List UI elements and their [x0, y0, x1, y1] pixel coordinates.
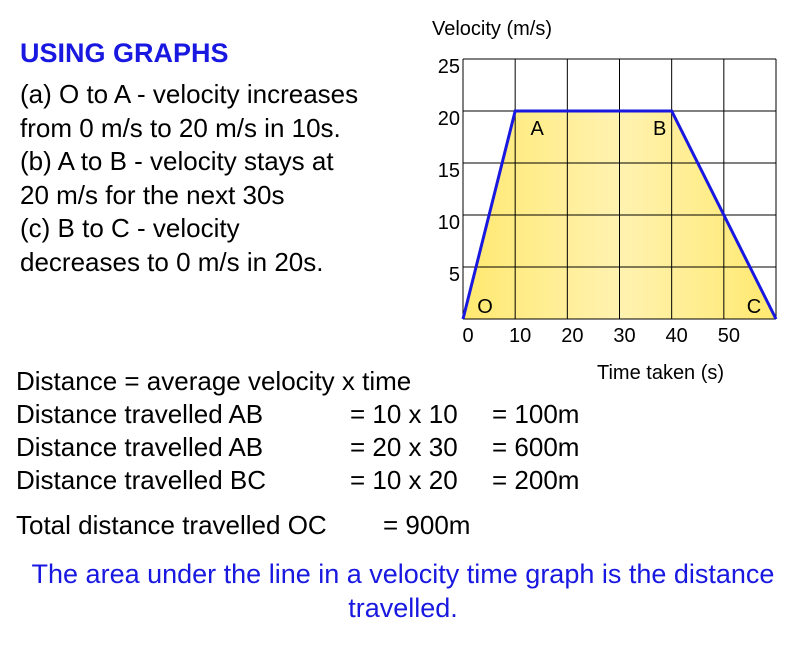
y-tick-label: 15 — [438, 160, 460, 182]
calc-expression: = 10 x 20 — [350, 465, 458, 495]
calc-label: Distance travelled AB — [16, 432, 264, 462]
x-tick-label: 30 — [613, 325, 635, 347]
velocity-line — [461, 109, 778, 320]
step-line: 20 m/s for the next 30s — [20, 179, 285, 210]
total-line: Total distance travelled OC = 900m — [16, 510, 470, 541]
calc-result: = 100m — [492, 399, 580, 429]
step-line: from 0 m/s to 20 m/s in 10s. — [20, 112, 341, 143]
y-tick-label: 25 — [438, 56, 460, 78]
x-tick-label: 50 — [718, 325, 740, 347]
step-line: decreases to 0 m/s in 20s. — [20, 246, 324, 277]
velocity-time-chart: 0 10 20 30 40 50 5 10 15 20 25 O A B C Velocity (m/s)… — [432, 18, 778, 384]
x-tick-label: 40 — [666, 325, 688, 347]
x-tick-label: 10 — [509, 325, 531, 347]
formula-text: Distance = average velocity x time — [16, 366, 412, 396]
calc-label: Distance travelled AB — [16, 399, 264, 429]
y-axis-label: Velocity (m/s) — [432, 18, 552, 40]
total-label: Total distance travelled OC — [16, 510, 327, 540]
calc-expression: = 10 x 10 — [350, 399, 458, 429]
calc-result: = 200m — [492, 465, 580, 495]
point-label: B — [653, 118, 666, 140]
calc-result: = 600m — [492, 432, 580, 462]
y-tick-label: 10 — [438, 212, 460, 234]
x-tick-label: 20 — [561, 325, 583, 347]
x-tick-label: 0 — [462, 325, 473, 347]
step-line: (c) B to C - velocity — [20, 213, 240, 243]
y-tick-label: 5 — [449, 264, 460, 286]
step-list: (a) O to A - velocity increases from 0 m… — [20, 78, 358, 279]
x-axis-label: Time taken (s) — [597, 362, 724, 384]
point-label: A — [530, 118, 544, 140]
y-tick-label: 20 — [438, 108, 460, 130]
point-label: O — [477, 296, 493, 318]
total-value: = 900m — [383, 510, 471, 540]
calc-expression: = 20 x 30 — [350, 432, 458, 462]
heading: USING GRAPHS — [20, 38, 229, 68]
point-label: C — [747, 296, 761, 318]
calc-label: Distance travelled BC — [16, 465, 266, 495]
conclusion-text: The area under the line in a velocity ti… — [31, 559, 775, 623]
step-line: (a) O to A - velocity increases — [20, 79, 359, 109]
step-line: (b) A to B - velocity stays at — [20, 146, 334, 176]
